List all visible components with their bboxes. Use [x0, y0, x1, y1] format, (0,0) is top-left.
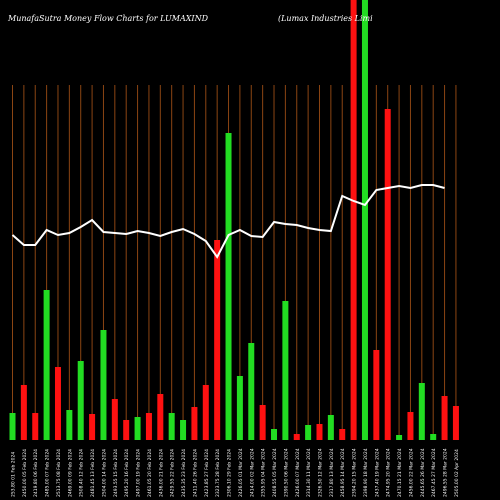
chart-title: MunafaSutra Money Flow Charts for LUMAXI…	[8, 14, 208, 23]
x-tick-label: 2496.55 28 Mar 2024	[443, 448, 449, 497]
x-tick-label: 2508.40 12 Feb 2024	[79, 449, 85, 497]
x-tick-label: 2469.00 09 Feb 2024	[67, 449, 73, 497]
bar-layer	[9, 0, 459, 440]
money-flow-bar	[384, 109, 391, 440]
x-tick-label: 2306.10 29 Feb 2024	[227, 449, 233, 497]
money-flow-bar	[32, 413, 39, 440]
money-flow-bar	[339, 429, 346, 440]
money-flow-bar	[373, 350, 380, 440]
x-tick-label: 2450.00 05 Feb 2024	[22, 449, 28, 497]
money-flow-bar	[134, 417, 141, 440]
money-flow-bar	[9, 413, 16, 440]
money-flow-bar	[157, 394, 164, 440]
x-tick-label: 2437.40 19 Mar 2024	[374, 448, 380, 497]
money-flow-bar	[54, 367, 61, 440]
x-tick-label: 2398.90 18 Mar 2024	[363, 448, 369, 497]
line-layer	[11, 184, 445, 259]
money-flow-bar	[66, 410, 73, 440]
x-tick-label: 2390.50 06 Mar 2024	[283, 448, 289, 497]
x-tick-label: 2461.05 20 Feb 2024	[147, 449, 153, 497]
money-flow-bar	[202, 385, 209, 440]
x-tick-label: 2513.75 08 Feb 2024	[56, 449, 62, 497]
money-flow-bar	[316, 424, 323, 440]
money-flow-bar	[20, 385, 27, 440]
x-tick-label: 2474.95 20 Mar 2024	[386, 448, 392, 497]
money-flow-bar	[396, 435, 403, 440]
x-tick-label: 2426.05 01 Mar 2024	[238, 448, 244, 497]
money-flow-bar	[89, 414, 96, 440]
x-tick-label: 2436.00 21 Feb 2024	[158, 449, 164, 497]
money-flow-bar	[168, 413, 175, 440]
money-flow-bar	[100, 330, 107, 440]
x-tick-label: 2504.00 14 Feb 2024	[101, 449, 107, 497]
x-tick-label: 2485.00 07 Feb 2024	[45, 449, 51, 497]
x-tick-label: 2419.80 06 Feb 2024	[33, 449, 39, 497]
money-flow-bar	[361, 0, 368, 440]
money-flow-bar	[43, 290, 50, 440]
money-flow-bar	[214, 240, 221, 440]
money-flow-bar	[271, 429, 278, 440]
money-flow-bar	[407, 412, 414, 440]
money-flow-bar	[452, 406, 459, 440]
money-flow-bar	[111, 399, 118, 440]
price-line	[11, 184, 445, 259]
money-flow-bar	[418, 383, 425, 440]
money-flow-bar	[145, 413, 152, 440]
x-tick-label: 2414.00 02 Mar 2024	[249, 448, 255, 497]
x-tick-label: 2429.55 22 Feb 2024	[170, 449, 176, 497]
x-tick-label: 2426.00 07 Mar 2024	[295, 448, 301, 497]
x-tick-label: 2408.55 05 Mar 2024	[272, 448, 278, 497]
x-tick-label: 2326.50 12 Mar 2024	[317, 448, 323, 497]
x-tick-label: 2458.95 14 Mar 2024	[340, 448, 346, 497]
x-tick-label: 2423.85 27 Feb 2024	[204, 449, 210, 497]
money-flow-bar	[282, 301, 289, 440]
x-tick-labels: 253.80 01 Feb 2024 2450.00 05 Feb 2024 241…	[11, 448, 460, 497]
x-tick-label: 2470.15 21 Mar 2024	[397, 448, 403, 497]
x-tick-label: 2314.30 11 Mar 2024	[306, 448, 312, 497]
x-tick-label: 2445.65 26 Mar 2024	[420, 448, 426, 497]
money-flow-bar	[248, 343, 255, 440]
x-tick-label: 2497.00 19 Feb 2024	[136, 449, 142, 497]
x-tick-label: 2505.00 02 Apr 2024	[454, 449, 460, 497]
money-flow-bar	[225, 133, 232, 440]
x-tick-label: 2481.45 13 Feb 2024	[90, 449, 96, 497]
x-tick-label: 2456.00 22 Mar 2024	[408, 448, 414, 497]
x-tick-label: 2394.20 15 Mar 2024	[352, 448, 358, 497]
grid-layer	[12, 85, 457, 440]
company-name: (Lumax Industries Limi	[278, 14, 373, 23]
money-flow-bar	[430, 434, 437, 440]
money-flow-bar	[191, 407, 198, 440]
money-flow-bar	[293, 434, 300, 440]
money-flow-bar	[305, 425, 312, 440]
x-tick-label: 253.80 01 Feb 2024	[11, 452, 17, 497]
x-tick-label: 2323.75 28 Feb 2024	[215, 449, 221, 497]
x-tick-label: 2493.55 15 Feb 2024	[113, 449, 119, 497]
x-tick-label: 2317.80 13 Mar 2024	[329, 448, 335, 497]
money-flow-bar	[236, 376, 243, 440]
money-flow-bar	[350, 0, 357, 440]
x-tick-label: 2435.35 23 Feb 2024	[181, 449, 187, 497]
x-tick-label: 2467.45 27 Mar 2024	[431, 448, 437, 497]
x-tick-label: 2411.40 26 Feb 2024	[192, 449, 198, 497]
money-flow-bar	[327, 415, 334, 440]
x-tick-label: 2355.95 04 Mar 2024	[261, 448, 267, 497]
money-flow-bar	[77, 361, 84, 440]
money-flow-bar	[180, 420, 187, 440]
money-flow-bar	[123, 420, 130, 440]
money-flow-bar	[259, 405, 266, 440]
money-flow-bar	[441, 396, 448, 440]
x-tick-label: 2495.20 16 Feb 2024	[124, 449, 130, 497]
